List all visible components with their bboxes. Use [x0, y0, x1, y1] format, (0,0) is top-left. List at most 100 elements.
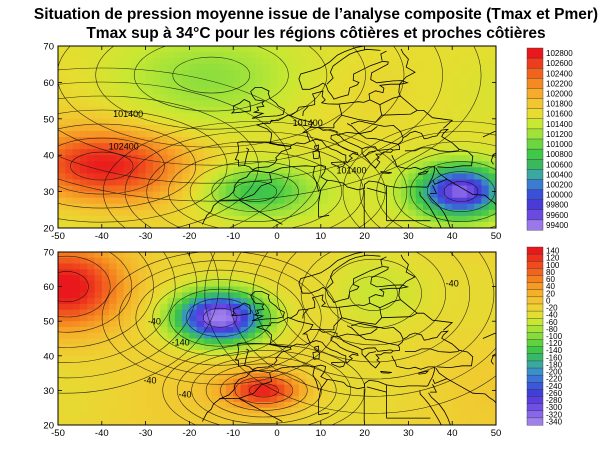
country-border — [364, 150, 377, 157]
coastline — [368, 60, 409, 100]
isoline — [443, 181, 479, 202]
y-tick-label: 70 — [43, 248, 54, 259]
country-border — [350, 120, 404, 138]
coastline — [250, 290, 285, 322]
y-tick-label: 30 — [43, 187, 54, 198]
country-border — [312, 166, 319, 192]
colorbar-swatch — [526, 325, 544, 333]
x-tick-label: -40 — [95, 428, 109, 439]
country-border — [399, 48, 416, 85]
coastline — [314, 345, 320, 352]
coastline — [289, 141, 311, 147]
coastline — [298, 252, 383, 303]
figure-title-line2: Tmax sup à 34°C pour les régions côtière… — [86, 25, 545, 42]
coastline — [330, 161, 346, 168]
isoline — [410, 161, 496, 222]
colorbar-label: -320 — [546, 410, 563, 419]
isoline — [58, 46, 366, 148]
colorbar-label: -20 — [546, 304, 558, 313]
colorbar-swatch — [526, 98, 544, 110]
colorbar-label: 102800 — [546, 49, 573, 58]
colorbar-swatch — [526, 268, 544, 276]
colorbar-swatch — [526, 346, 544, 355]
country-border — [310, 307, 343, 331]
colorbar-label: 0 — [546, 296, 551, 305]
colorbar-swatch — [526, 189, 544, 201]
colorbar-label: 101200 — [546, 130, 573, 139]
top-panel: 101400 102400 101400 101400 -50 -40 -30 -20 -10 0… — [43, 42, 573, 243]
country-border — [269, 344, 292, 348]
colorbar-label: 101400 — [546, 120, 573, 129]
colorbar-label: 101000 — [546, 140, 573, 149]
country-border — [326, 48, 381, 85]
coastline — [309, 335, 359, 364]
colorbar-label: 99400 — [546, 221, 569, 230]
colorbar-label: 102400 — [546, 69, 573, 78]
colorbar-label: 120 — [546, 254, 560, 263]
colorbar-swatch — [526, 78, 544, 89]
country-border — [312, 366, 319, 391]
x-tick-label: -20 — [183, 428, 197, 439]
isoline — [168, 151, 343, 228]
contour-label: -40 — [148, 317, 161, 327]
colorbar-swatch — [526, 275, 544, 284]
isoline — [124, 131, 386, 228]
country-border — [429, 384, 438, 393]
colorbar-label: 102600 — [546, 59, 573, 68]
colorbar-swatch — [526, 199, 544, 211]
country-border — [318, 180, 328, 203]
colorbar-label: -140 — [546, 346, 563, 355]
country-border — [238, 173, 273, 201]
coastline — [484, 194, 496, 206]
contour-label: -40 — [178, 389, 191, 399]
isoline — [276, 252, 471, 363]
colorbar-swatch — [526, 410, 544, 419]
colorbar-swatch — [526, 179, 544, 191]
contour-label: 101400 — [293, 118, 323, 128]
isoline — [211, 171, 299, 212]
coastline — [368, 266, 410, 304]
colorbar-swatch — [526, 88, 544, 100]
isoline — [324, 258, 422, 329]
x-tick-label: 40 — [447, 428, 458, 439]
colorbar-swatch — [526, 169, 544, 180]
colorbar-label: 40 — [546, 282, 555, 291]
coastline — [255, 316, 291, 345]
coastline — [234, 342, 292, 371]
isoline — [58, 67, 322, 228]
isoline — [135, 269, 305, 366]
country-border — [326, 254, 381, 289]
colorbar-swatch — [526, 332, 544, 341]
coastline — [418, 370, 430, 375]
colorbar-label: 101800 — [546, 100, 573, 109]
colorbar-label: 101600 — [546, 110, 573, 119]
colorbar-swatch — [526, 360, 544, 369]
colorbar-label: 99600 — [546, 211, 569, 220]
x-tick-label: 20 — [359, 231, 370, 242]
colorbar-swatch — [526, 159, 544, 170]
coastline — [482, 332, 496, 365]
x-tick-label: 10 — [316, 428, 327, 439]
colorbar-swatch — [526, 374, 544, 383]
isoline — [300, 252, 446, 346]
country-border — [238, 199, 283, 225]
colorbar-label: 80 — [546, 268, 555, 277]
isoline — [58, 123, 197, 209]
country-border — [364, 351, 377, 358]
colorbar-label: 100 — [546, 261, 560, 270]
country-border — [302, 309, 309, 319]
y-tick-label: 50 — [43, 114, 54, 125]
y-tick-label: 40 — [43, 351, 54, 362]
x-tick-label: 50 — [491, 428, 502, 439]
colorbar-swatch — [526, 138, 544, 150]
colorbar-swatch — [526, 289, 544, 298]
country-border — [400, 95, 454, 129]
coastline — [230, 302, 252, 317]
coastlines — [202, 46, 496, 228]
isoline — [70, 151, 134, 181]
country-border — [381, 110, 418, 116]
colorbar-label: -260 — [546, 389, 563, 398]
isoline — [58, 271, 89, 303]
isoline — [228, 252, 496, 397]
coastline — [289, 90, 371, 117]
